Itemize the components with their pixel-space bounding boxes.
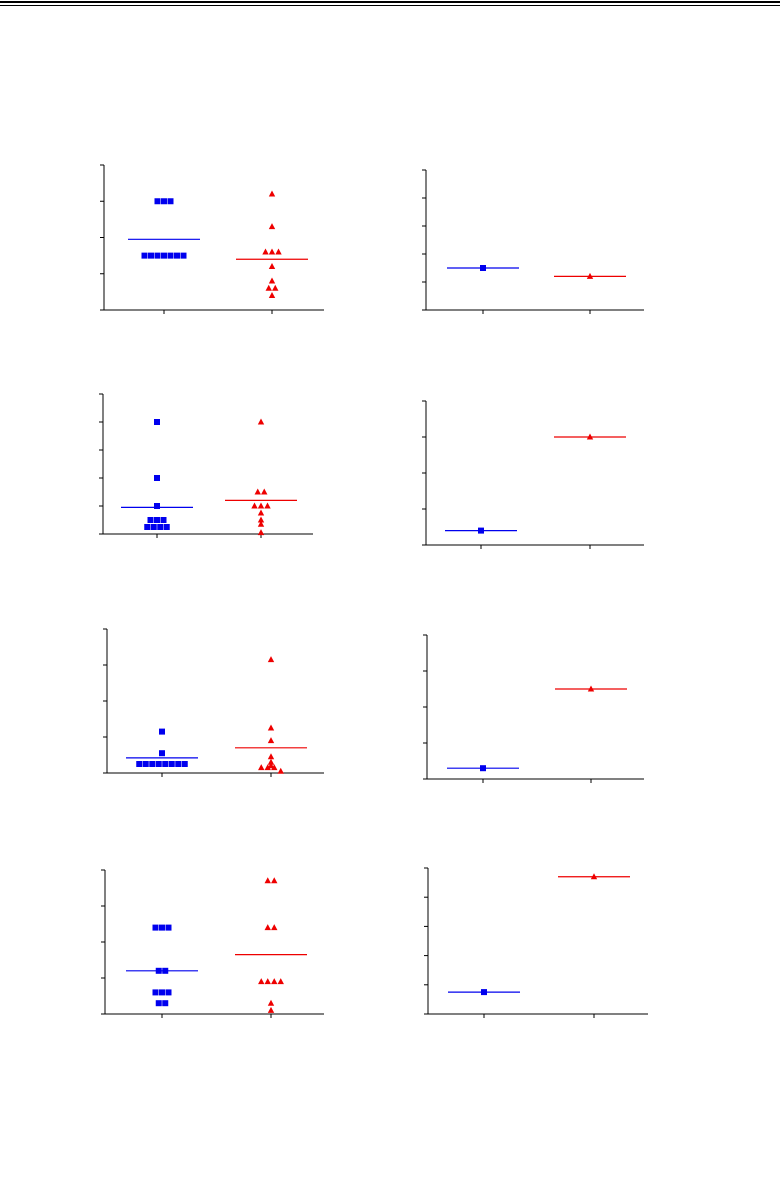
chart-2-series-1-point <box>480 265 486 271</box>
chart-7-series-1-point <box>162 1000 169 1007</box>
chart-5-series-2-point <box>267 762 275 769</box>
chart-3-series-1-point <box>150 524 157 530</box>
chart-5-series-1-point <box>168 761 175 767</box>
header-rule-thin <box>0 5 780 6</box>
chart-7-series-2-point <box>271 924 278 931</box>
chart-1-series-1-point <box>180 252 187 259</box>
chart-5-series-1-point <box>181 761 188 767</box>
chart-3-series-2-point <box>264 502 271 509</box>
chart-1-series-2-point <box>272 284 279 291</box>
chart-3-series-2-point <box>251 502 258 509</box>
chart-7-series-2-point <box>271 978 278 985</box>
chart-7-series-2-point <box>264 877 271 884</box>
chart-1-series-2-point <box>268 277 276 284</box>
chart-1-series-1-point <box>167 198 174 205</box>
chart-3-series-1-point <box>144 524 151 530</box>
chart-1-series-1-point <box>154 252 161 259</box>
chart-7-series-1-point <box>152 924 159 931</box>
chart-1-series-1-point <box>141 252 148 259</box>
chart-3-series-1-point <box>154 475 160 481</box>
chart-3-series-1-point <box>147 517 154 523</box>
chart-5-series-2-point <box>258 764 265 771</box>
chart-7-series-2-point <box>277 978 284 985</box>
chart-6-series-1-point <box>480 765 486 772</box>
chart-3-series-2-point <box>257 520 265 527</box>
chart-3-series-2-point <box>254 488 261 495</box>
chart-1-series-1-point <box>161 252 167 259</box>
chart-3-series-2-point <box>261 488 268 495</box>
chart-1-series-1-point <box>154 198 161 205</box>
chart-1-series-2-point <box>268 292 276 298</box>
chart-7-series-1-point <box>165 989 172 996</box>
chart-5-series-1-point <box>149 761 156 767</box>
chart-5-series-2-point <box>267 753 275 760</box>
chart-3-series-1-point <box>160 517 167 523</box>
chart-7-series-2-point <box>267 999 275 1006</box>
chart-3-series-1-point <box>154 517 160 523</box>
chart-3-series-1-point <box>163 524 170 530</box>
chart-5-series-1-point <box>159 728 165 735</box>
chart-1-series-2-point <box>268 190 276 197</box>
chart-5-series-2-point <box>271 764 278 771</box>
chart-5-series-2-point <box>277 767 284 774</box>
chart-4-series-2-point <box>586 433 594 440</box>
chart-3-series-1-point <box>157 524 164 530</box>
chart-5-series-1-point <box>159 750 165 757</box>
chart-7-series-1-point <box>162 967 169 974</box>
chart-3-series-2-point <box>257 529 265 536</box>
chart-1-series-2-point <box>268 248 276 255</box>
chart-1-series-1-point <box>167 252 174 259</box>
chart-7-series-2-point <box>271 877 278 884</box>
chart-5-series-1-point <box>175 761 182 767</box>
chart-1-series-1-point <box>174 252 180 259</box>
chart-1-series-2-point <box>268 223 276 230</box>
chart-7-series-2-point <box>267 1006 275 1013</box>
chart-7-series-1-point <box>155 1000 162 1007</box>
chart-3-series-2-point <box>257 418 265 425</box>
chart-5-series-2-point <box>267 656 275 663</box>
chart-2-series-2-point <box>586 272 594 279</box>
chart-1-series-2-point <box>275 248 282 255</box>
chart-5-series-2-point <box>267 737 275 744</box>
chart-7-series-1-point <box>152 989 159 996</box>
chart-1-series-2-point <box>262 248 269 255</box>
chart-8-series-2-point <box>590 873 598 880</box>
chart-3-series-1-point <box>154 503 160 509</box>
chart-7-series-2-point <box>258 978 265 985</box>
chart-1-series-2-point <box>268 263 276 269</box>
chart-8-series-1-point <box>481 989 487 996</box>
chart-1-series-2-point <box>265 284 272 291</box>
chart-6-series-2-point <box>587 685 595 692</box>
chart-3-series-2-point <box>257 516 265 523</box>
chart-7-series-1-point <box>159 989 165 996</box>
chart-5-series-1-point <box>136 761 143 767</box>
chart-5-series-1-point <box>142 761 149 767</box>
chart-5-series-2-point <box>267 724 275 731</box>
chart-7-series-2-point <box>264 978 271 985</box>
chart-1-series-1-point <box>161 198 167 205</box>
chart-7-series-1-point <box>165 924 172 931</box>
chart-5-series-1-point <box>162 761 169 767</box>
chart-4-series-1-point <box>478 527 484 534</box>
chart-3-series-1-point <box>154 419 160 425</box>
chart-1-series-1-point <box>148 252 154 259</box>
chart-5-series-1-point <box>155 761 162 767</box>
chart-5-series-2-point <box>264 764 271 771</box>
chart-7-series-1-point <box>155 967 162 974</box>
header-rule <box>0 1 780 3</box>
chart-7-series-2-point <box>264 924 271 931</box>
chart-5-series-2-point <box>267 758 275 765</box>
chart-3-series-2-point <box>257 502 265 509</box>
chart-3-series-2-point <box>257 509 265 516</box>
chart-7-series-1-point <box>159 924 165 931</box>
